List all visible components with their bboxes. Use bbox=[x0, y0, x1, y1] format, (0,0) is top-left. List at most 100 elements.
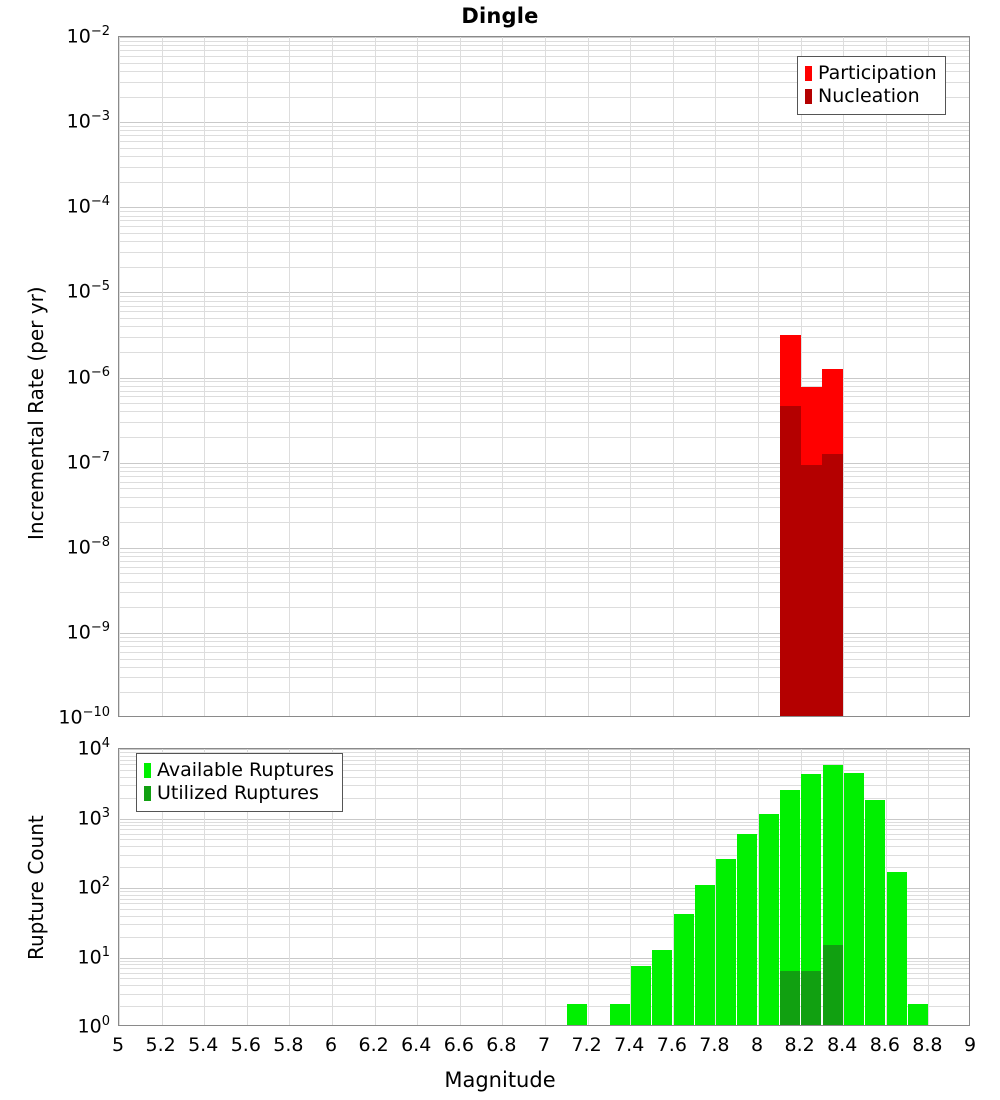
gridline bbox=[119, 651, 969, 653]
available-ruptures-bar bbox=[652, 950, 673, 1025]
bottom-legend: Available Ruptures Utilized Ruptures bbox=[136, 753, 343, 812]
legend-item-utilized-ruptures: Utilized Ruptures bbox=[144, 782, 334, 805]
top-y-axis-label: Incremental Rate (per yr) bbox=[24, 286, 48, 540]
utilized-ruptures-bar bbox=[780, 970, 800, 1025]
nucleation-bar bbox=[779, 405, 801, 716]
available-ruptures-bar bbox=[865, 799, 886, 1025]
x-tick-label: 7 bbox=[537, 1034, 551, 1056]
gridline bbox=[928, 37, 930, 716]
gridline bbox=[119, 978, 969, 980]
gridline bbox=[119, 215, 969, 217]
gridline bbox=[119, 300, 969, 302]
gridline bbox=[119, 326, 969, 328]
nucleation-bar bbox=[800, 464, 822, 716]
gridline bbox=[119, 351, 969, 353]
gridline bbox=[119, 411, 969, 413]
gridline bbox=[119, 381, 969, 383]
gridline bbox=[119, 147, 969, 149]
legend-label-participation: Participation bbox=[818, 62, 937, 84]
gridline bbox=[545, 37, 546, 716]
gridline bbox=[119, 126, 969, 127]
gridline bbox=[119, 752, 969, 754]
y-tick-label: 10−7 bbox=[66, 449, 110, 473]
x-tick-label: 6.8 bbox=[486, 1034, 517, 1056]
participation-swatch bbox=[805, 66, 812, 81]
gridline bbox=[119, 547, 969, 549]
x-tick-label: 6.4 bbox=[401, 1034, 432, 1056]
x-tick-label: 5.2 bbox=[145, 1034, 176, 1056]
gridline bbox=[332, 749, 333, 1025]
gridline bbox=[459, 37, 461, 716]
gridline bbox=[119, 566, 969, 568]
gridline bbox=[119, 437, 969, 438]
gridline bbox=[119, 658, 969, 660]
x-tick-label: 8.6 bbox=[869, 1034, 900, 1056]
bottom-plot-area bbox=[119, 749, 969, 1025]
gridline bbox=[119, 666, 969, 668]
gridline bbox=[119, 560, 969, 562]
gridline bbox=[587, 37, 589, 716]
gridline bbox=[119, 135, 969, 137]
gridline bbox=[119, 396, 969, 398]
utilized-ruptures-bar bbox=[801, 970, 822, 1025]
gridline bbox=[119, 318, 969, 319]
gridline bbox=[119, 220, 969, 222]
x-tick-label: 5.6 bbox=[230, 1034, 261, 1056]
x-tick-label: 5 bbox=[111, 1034, 125, 1056]
available-ruptures-bar bbox=[737, 834, 758, 1025]
gridline bbox=[119, 915, 969, 917]
top-plot-area bbox=[119, 37, 969, 716]
gridline bbox=[545, 749, 546, 1025]
gridline bbox=[119, 833, 969, 835]
gridline bbox=[119, 641, 969, 643]
x-tick-label: 8.4 bbox=[827, 1034, 858, 1056]
gridline bbox=[119, 957, 969, 959]
gridline bbox=[587, 749, 589, 1025]
gridline bbox=[502, 37, 504, 716]
gridline bbox=[289, 749, 291, 1025]
gridline bbox=[119, 846, 969, 848]
gridline bbox=[715, 749, 717, 1025]
gridline bbox=[502, 749, 504, 1025]
gridline bbox=[119, 894, 969, 896]
gridline bbox=[119, 891, 969, 893]
x-tick-label: 7.4 bbox=[614, 1034, 645, 1056]
gridline bbox=[119, 507, 969, 509]
utilized-ruptures-swatch bbox=[144, 786, 151, 801]
gridline bbox=[119, 40, 969, 42]
available-ruptures-bar bbox=[801, 773, 822, 1025]
utilized-ruptures-bar bbox=[822, 945, 843, 1025]
gridline bbox=[119, 166, 969, 168]
y-tick-label: 10−10 bbox=[58, 705, 110, 729]
available-ruptures-bar bbox=[673, 913, 694, 1025]
gridline bbox=[119, 305, 969, 307]
y-tick-label: 104 bbox=[77, 736, 110, 760]
gridline bbox=[119, 825, 969, 827]
y-tick-label: 101 bbox=[77, 944, 110, 968]
gridline bbox=[119, 96, 969, 98]
gridline bbox=[374, 749, 376, 1025]
gridline bbox=[800, 749, 802, 1025]
gridline bbox=[119, 769, 969, 771]
gridline bbox=[119, 522, 969, 524]
gridline bbox=[119, 37, 969, 38]
available-ruptures-bar bbox=[907, 1004, 928, 1025]
x-tick-label: 8.8 bbox=[912, 1034, 943, 1056]
gridline bbox=[119, 55, 969, 57]
gridline bbox=[630, 37, 632, 716]
gridline bbox=[119, 226, 969, 228]
gridline bbox=[119, 556, 969, 557]
gridline bbox=[119, 749, 969, 750]
gridline bbox=[119, 37, 120, 716]
gridline bbox=[885, 37, 887, 716]
gridline bbox=[758, 749, 759, 1025]
gridline bbox=[119, 818, 969, 820]
gridline bbox=[119, 646, 969, 648]
gridline bbox=[843, 37, 845, 716]
gridline bbox=[119, 829, 969, 831]
x-tick-label: 6 bbox=[324, 1034, 338, 1056]
gridline bbox=[800, 37, 802, 716]
x-tick-label: 6.2 bbox=[358, 1034, 389, 1056]
top-chart-panel bbox=[118, 36, 970, 717]
gridline bbox=[246, 37, 248, 716]
